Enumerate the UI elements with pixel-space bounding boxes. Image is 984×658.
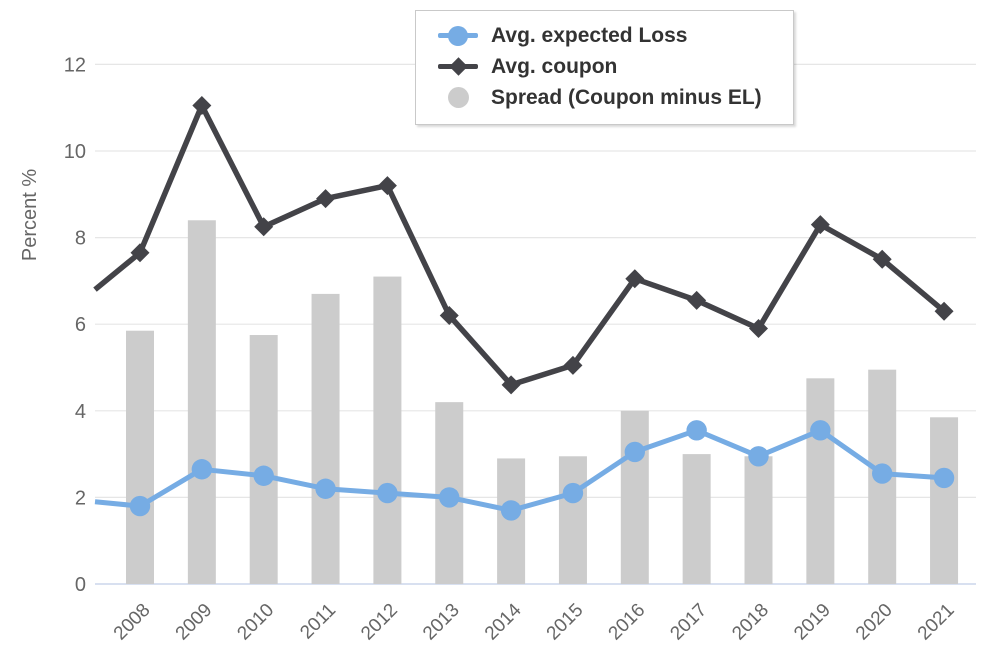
legend-item-avg-coupon[interactable]: Avg. coupon bbox=[438, 51, 777, 82]
expected-loss-point-2016[interactable] bbox=[624, 441, 645, 463]
bar-spread-2014[interactable] bbox=[497, 458, 526, 584]
coupon-point-2016[interactable] bbox=[625, 269, 645, 289]
bar-spread-2017[interactable] bbox=[682, 454, 711, 584]
x-tick-label-group: 2008 bbox=[110, 600, 155, 645]
bar-spread-2018[interactable] bbox=[744, 456, 773, 584]
x-tick-label: 2016 bbox=[605, 600, 650, 645]
x-tick-label: 2010 bbox=[233, 600, 278, 645]
x-tick-label: 2021 bbox=[914, 600, 959, 645]
bar-spread-2011[interactable] bbox=[311, 293, 340, 584]
bar-spread-2015[interactable] bbox=[558, 456, 587, 584]
x-tick-label-group: 2017 bbox=[666, 600, 711, 645]
expected-loss-point-2013[interactable] bbox=[439, 487, 460, 508]
bar-spread-2019[interactable] bbox=[806, 378, 835, 584]
y-tick-label: 4 bbox=[75, 401, 86, 423]
x-tick-label-group: 2018 bbox=[728, 600, 773, 645]
expected-loss-point-2012[interactable] bbox=[377, 482, 398, 504]
coupon-point-2011[interactable] bbox=[316, 189, 336, 209]
x-tick-label-group: 2011 bbox=[296, 600, 340, 644]
x-tick-label-group: 2021 bbox=[914, 600, 959, 645]
x-tick-label: 2011 bbox=[296, 600, 340, 644]
legend-item-avg-expected-loss[interactable]: Avg. expected Loss bbox=[438, 20, 777, 51]
bar-spread-2021[interactable] bbox=[930, 417, 959, 584]
x-tick-label-group: 2009 bbox=[172, 600, 217, 645]
coupon-point-2014[interactable] bbox=[501, 375, 521, 395]
coupon-point-2012[interactable] bbox=[377, 176, 397, 196]
line-diamond-marker-icon bbox=[438, 55, 478, 79]
coupon-point-2010[interactable] bbox=[254, 217, 274, 237]
expected-loss-point-2011[interactable] bbox=[315, 478, 336, 499]
line-circle-marker-icon bbox=[438, 24, 478, 48]
legend: Avg. expected Loss Avg. coupon Spread (C… bbox=[415, 10, 794, 125]
expected-loss-point-2021[interactable] bbox=[933, 467, 955, 489]
expected-loss-point-2015[interactable] bbox=[562, 482, 584, 504]
x-tick-label: 2019 bbox=[790, 600, 835, 645]
x-tick-label-group: 2012 bbox=[357, 600, 402, 645]
x-tick-label: 2013 bbox=[419, 600, 464, 645]
x-tick-label: 2018 bbox=[728, 600, 773, 645]
x-tick-label-group: 2014 bbox=[481, 599, 526, 644]
legend-item-spread[interactable]: Spread (Coupon minus EL) bbox=[438, 82, 777, 113]
x-tick-label: 2020 bbox=[852, 600, 897, 645]
x-tick-label: 2014 bbox=[481, 599, 526, 644]
coupon-point-2018[interactable] bbox=[749, 319, 768, 339]
coupon-point-2017[interactable] bbox=[687, 290, 707, 310]
x-tick-label: 2015 bbox=[543, 600, 588, 645]
x-tick-label-group: 2013 bbox=[419, 600, 464, 645]
x-tick-label: 2008 bbox=[110, 600, 155, 645]
expected-loss-point-2010[interactable] bbox=[253, 465, 274, 486]
x-tick-label: 2012 bbox=[357, 600, 402, 645]
expected-loss-point-2009[interactable] bbox=[191, 459, 213, 480]
expected-loss-point-2019[interactable] bbox=[810, 420, 831, 441]
coupon-point-2015[interactable] bbox=[563, 355, 583, 375]
coupon-point-2019[interactable] bbox=[810, 215, 830, 235]
expected-loss-point-2018[interactable] bbox=[748, 446, 769, 467]
x-tick-label-group: 2010 bbox=[233, 600, 278, 645]
y-axis-title: Percent % bbox=[19, 169, 41, 261]
coupon-point-2013[interactable] bbox=[439, 306, 459, 326]
y-tick-label: 6 bbox=[75, 314, 86, 336]
y-tick-label: 8 bbox=[75, 228, 86, 250]
expected-loss-point-2014[interactable] bbox=[500, 500, 522, 521]
bar-spread-2009[interactable] bbox=[187, 220, 216, 584]
expected-loss-point-2008[interactable] bbox=[129, 495, 151, 517]
y-tick-label: 0 bbox=[75, 574, 86, 596]
avg-coupon-line[interactable] bbox=[93, 102, 946, 388]
x-tick-label-group: 2020 bbox=[852, 600, 897, 645]
coupon-point-2021[interactable] bbox=[934, 301, 954, 321]
y-tick-label: 2 bbox=[75, 487, 86, 509]
spread-dot-icon bbox=[438, 86, 478, 110]
legend-label-avg-expected-loss: Avg. expected Loss bbox=[491, 23, 688, 47]
bar-spread-2010[interactable] bbox=[249, 335, 278, 584]
expected-loss-point-2020[interactable] bbox=[872, 463, 893, 484]
x-tick-label-group: 2019 bbox=[790, 600, 835, 645]
x-tick-label-group: 2015 bbox=[543, 600, 588, 645]
x-tick-label: 2017 bbox=[666, 600, 711, 645]
legend-label-spread: Spread (Coupon minus EL) bbox=[491, 85, 762, 109]
bar-spread-2012[interactable] bbox=[373, 276, 402, 584]
x-tick-label: 2009 bbox=[172, 600, 217, 645]
x-tick-label-group: 2016 bbox=[605, 600, 650, 645]
coupon-point-2009[interactable] bbox=[192, 96, 212, 116]
legend-label-avg-coupon: Avg. coupon bbox=[491, 54, 618, 78]
coupon-point-2008[interactable] bbox=[130, 243, 150, 263]
coupon-point-2020[interactable] bbox=[872, 249, 892, 269]
y-tick-label: 12 bbox=[64, 54, 86, 76]
expected-loss-point-2017[interactable] bbox=[686, 420, 707, 441]
bar-spread-2008[interactable] bbox=[126, 330, 154, 584]
bar-spread-2016[interactable] bbox=[620, 410, 649, 584]
y-tick-label: 10 bbox=[64, 141, 86, 163]
